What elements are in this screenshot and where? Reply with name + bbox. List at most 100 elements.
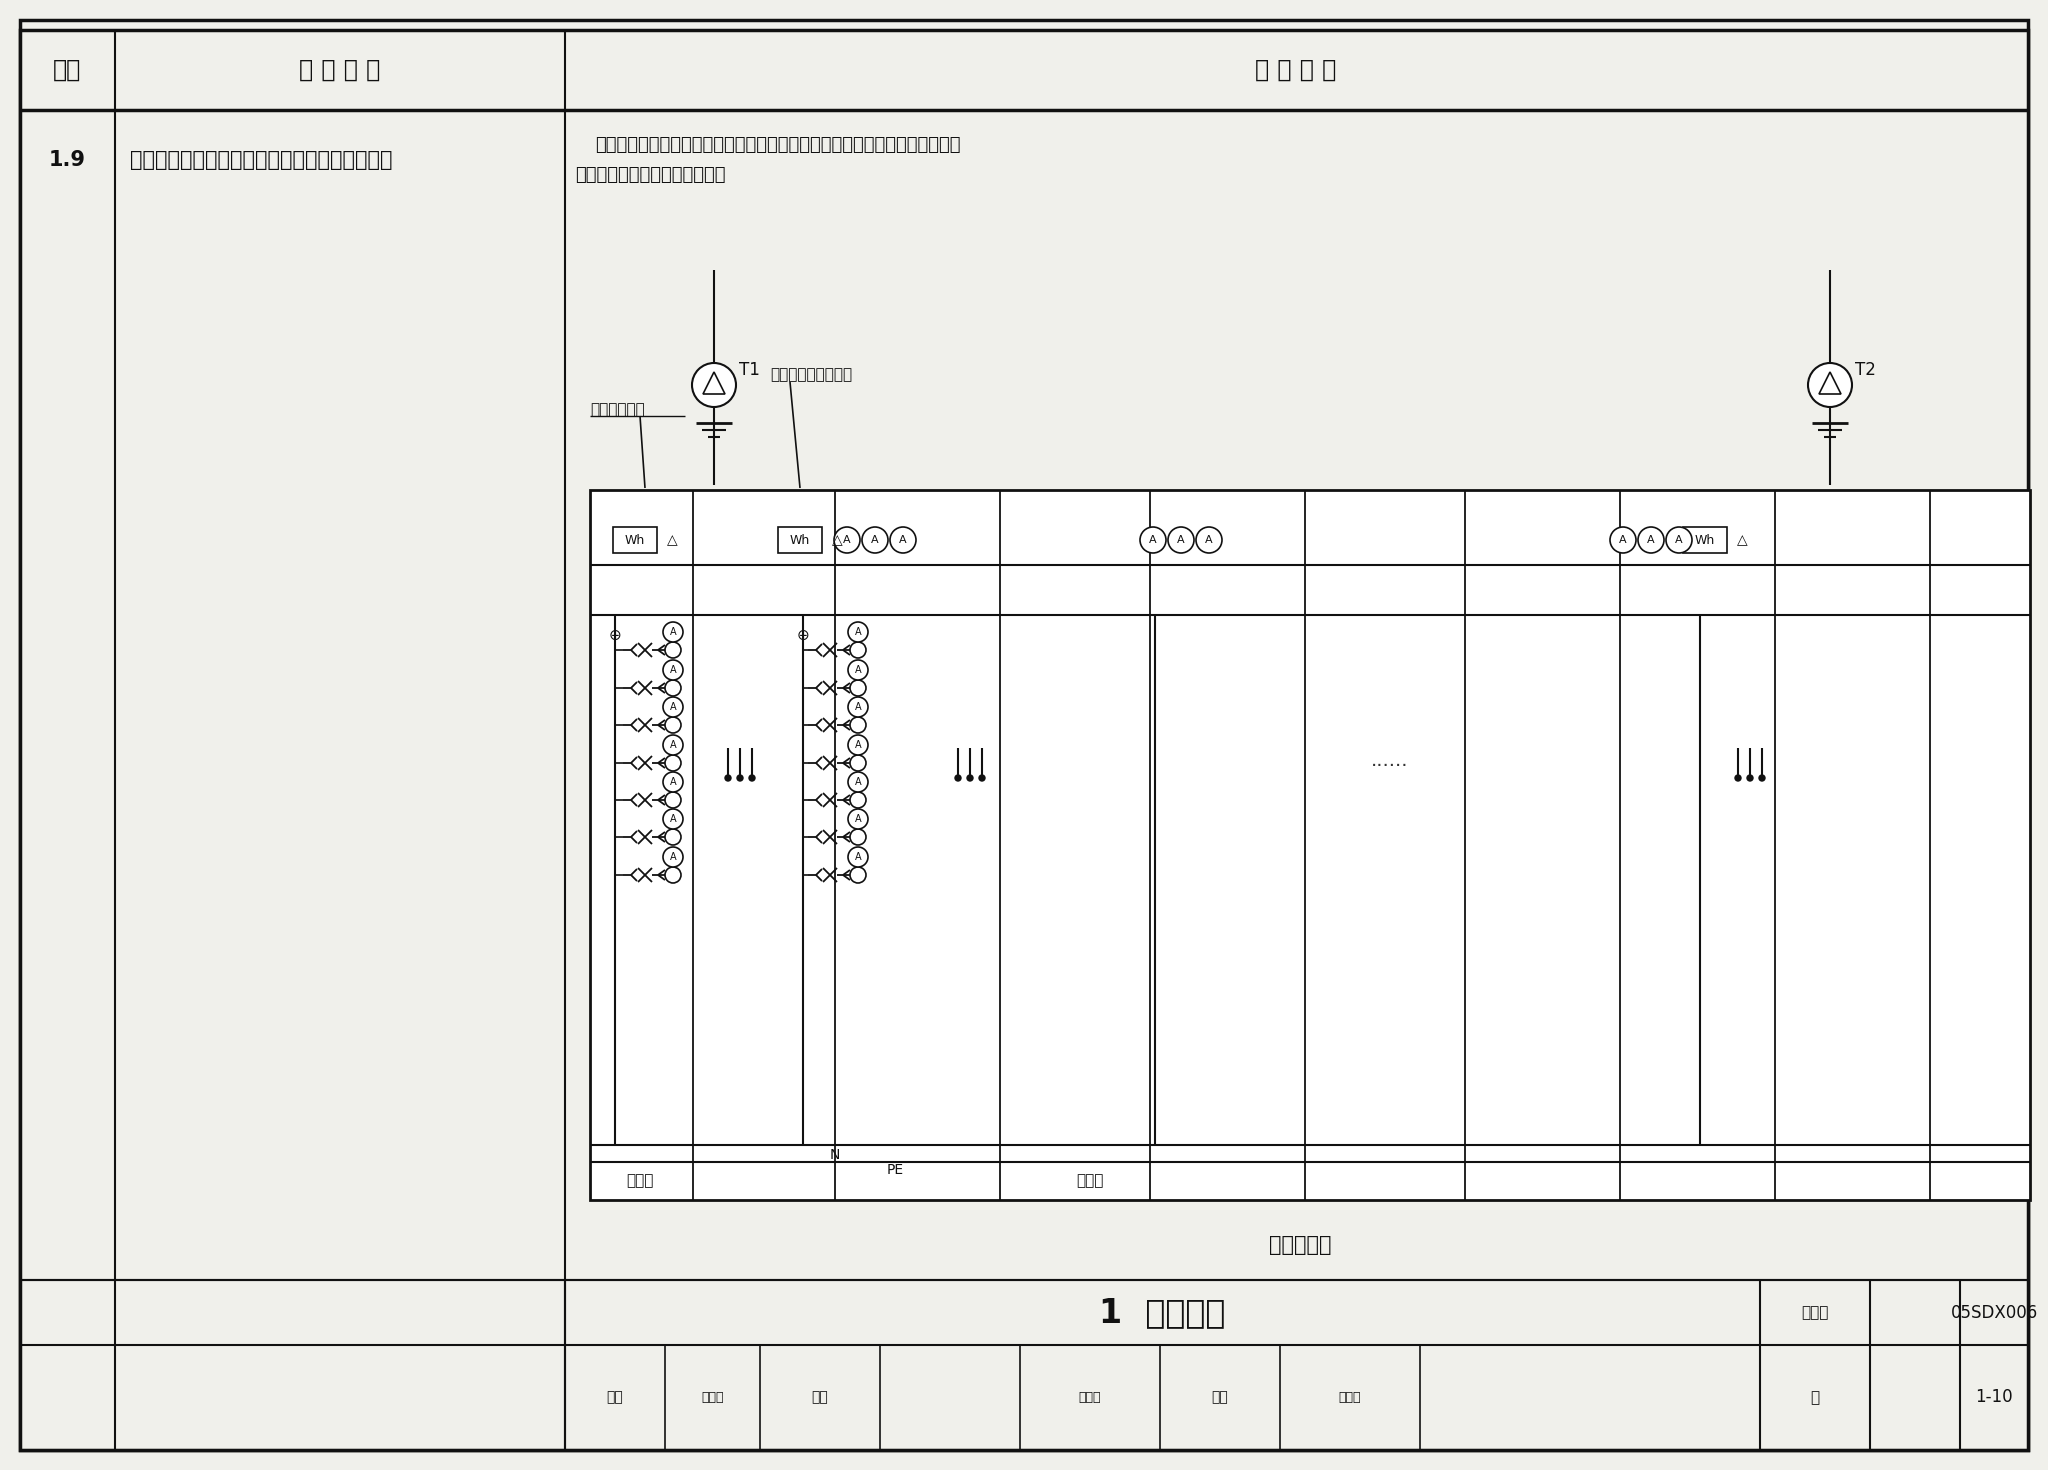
Circle shape — [1141, 528, 1165, 553]
Text: A: A — [1647, 535, 1655, 545]
Circle shape — [834, 528, 860, 553]
Text: T1: T1 — [739, 362, 760, 379]
Bar — [1683, 528, 1726, 553]
Text: △: △ — [831, 534, 842, 547]
Text: 1  供电系统: 1 供电系统 — [1100, 1297, 1225, 1329]
Text: A: A — [1149, 535, 1157, 545]
Circle shape — [979, 775, 985, 781]
Circle shape — [666, 642, 682, 659]
Text: 方案（二）: 方案（二） — [1270, 1235, 1331, 1255]
Text: A: A — [670, 703, 676, 711]
Text: A: A — [854, 664, 862, 675]
Circle shape — [862, 528, 889, 553]
Circle shape — [666, 717, 682, 734]
Circle shape — [750, 775, 756, 781]
Text: 设计: 设计 — [1212, 1391, 1229, 1404]
Text: Wh: Wh — [625, 534, 645, 547]
Circle shape — [692, 363, 735, 407]
Circle shape — [967, 775, 973, 781]
Circle shape — [848, 847, 868, 867]
Circle shape — [666, 867, 682, 883]
Circle shape — [666, 756, 682, 770]
Circle shape — [1638, 528, 1663, 553]
Text: ⊕: ⊕ — [608, 628, 621, 642]
Circle shape — [1735, 775, 1741, 781]
Circle shape — [850, 642, 866, 659]
Circle shape — [1665, 528, 1692, 553]
Circle shape — [891, 528, 915, 553]
Text: ⊕: ⊕ — [797, 628, 809, 642]
Text: PE: PE — [887, 1163, 903, 1177]
Circle shape — [664, 697, 682, 717]
Circle shape — [850, 792, 866, 808]
Text: Wh: Wh — [1696, 534, 1714, 547]
Text: ......: ...... — [1372, 751, 1409, 769]
Text: 05SDX006: 05SDX006 — [1950, 1304, 2038, 1322]
Text: △: △ — [668, 534, 678, 547]
Circle shape — [666, 792, 682, 808]
Circle shape — [848, 622, 868, 642]
Text: 照明柜: 照明柜 — [1077, 1173, 1104, 1189]
Circle shape — [1167, 528, 1194, 553]
Text: 一侧供电时，均能有效地计量。: 一侧供电时，均能有效地计量。 — [575, 166, 725, 184]
Circle shape — [1196, 528, 1223, 553]
Text: 图集号: 图集号 — [1802, 1305, 1829, 1320]
Circle shape — [725, 775, 731, 781]
Circle shape — [850, 681, 866, 695]
Text: 将需要单独计量的电力用电设备供电回路，布置在配电屏的最外侧，以适应任: 将需要单独计量的电力用电设备供电回路，布置在配电屏的最外侧，以适应任 — [596, 137, 961, 154]
Text: A: A — [854, 739, 862, 750]
Text: A: A — [1178, 535, 1186, 545]
Text: N: N — [829, 1148, 840, 1161]
Circle shape — [848, 809, 868, 829]
Text: A: A — [854, 814, 862, 825]
Bar — [778, 528, 821, 553]
Circle shape — [666, 681, 682, 695]
Circle shape — [737, 775, 743, 781]
Text: 刘屏周: 刘屏周 — [1339, 1391, 1362, 1404]
Circle shape — [666, 829, 682, 845]
Text: 电力柜: 电力柜 — [627, 1173, 653, 1189]
Text: A: A — [670, 814, 676, 825]
Circle shape — [664, 660, 682, 681]
Circle shape — [1747, 775, 1753, 781]
Text: A: A — [670, 778, 676, 786]
Text: 常 见 问 题: 常 见 问 题 — [299, 57, 381, 82]
Circle shape — [848, 772, 868, 792]
Circle shape — [1610, 528, 1636, 553]
Circle shape — [954, 775, 961, 781]
Text: A: A — [670, 628, 676, 637]
Bar — [612, 528, 657, 553]
Circle shape — [850, 829, 866, 845]
Circle shape — [1759, 775, 1765, 781]
Text: A: A — [1204, 535, 1212, 545]
Circle shape — [848, 735, 868, 756]
Text: T2: T2 — [1855, 362, 1876, 379]
Circle shape — [848, 697, 868, 717]
Circle shape — [850, 756, 866, 770]
Circle shape — [848, 660, 868, 681]
Text: A: A — [854, 853, 862, 861]
Text: A: A — [844, 535, 850, 545]
Text: 李雪锁: 李雪锁 — [1079, 1391, 1102, 1404]
Text: 电力用电计量: 电力用电计量 — [590, 403, 645, 417]
Text: 电力和照明用电计量: 电力和照明用电计量 — [770, 368, 852, 382]
Circle shape — [664, 847, 682, 867]
Text: A: A — [870, 535, 879, 545]
Text: 改 进 措 施: 改 进 措 施 — [1255, 57, 1337, 82]
Text: 计量用电流互感器安装位置不适应双侧供电要求: 计量用电流互感器安装位置不适应双侧供电要求 — [129, 150, 393, 171]
Text: A: A — [854, 778, 862, 786]
Circle shape — [1808, 363, 1851, 407]
Text: △: △ — [1737, 534, 1747, 547]
Text: A: A — [1620, 535, 1626, 545]
Circle shape — [850, 717, 866, 734]
Circle shape — [664, 622, 682, 642]
Bar — [590, 490, 2030, 1200]
Text: 页: 页 — [1810, 1391, 1819, 1405]
Circle shape — [664, 772, 682, 792]
Circle shape — [850, 867, 866, 883]
Text: A: A — [854, 703, 862, 711]
Text: A: A — [670, 664, 676, 675]
Text: A: A — [670, 853, 676, 861]
Text: A: A — [854, 628, 862, 637]
Text: A: A — [899, 535, 907, 545]
